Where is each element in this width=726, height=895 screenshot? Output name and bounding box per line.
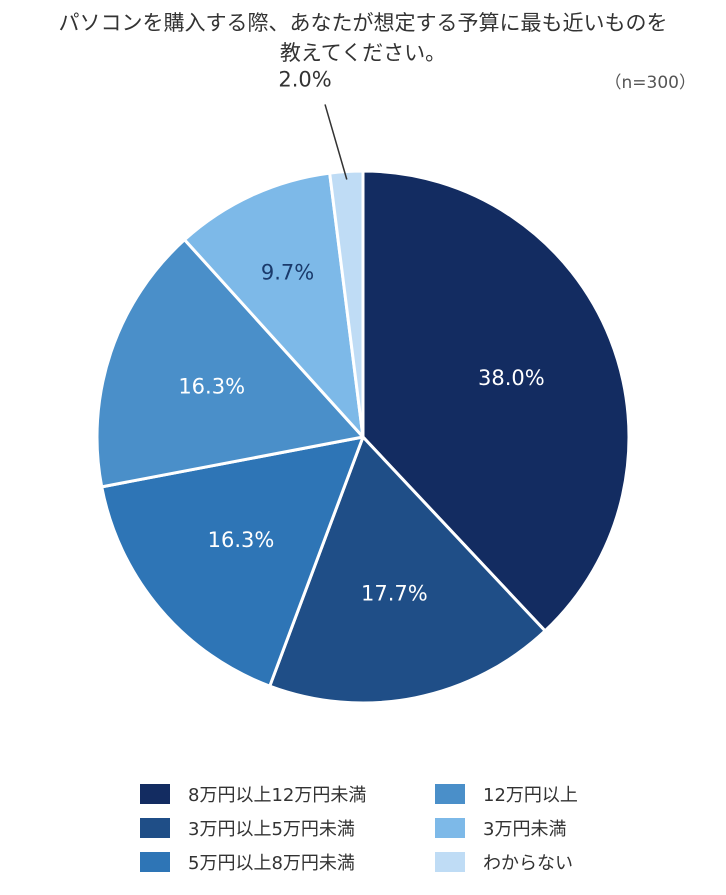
legend-label: 12万円以上 xyxy=(483,785,578,806)
pie-slice xyxy=(361,169,631,633)
chart-title-line2: 教えてください。 xyxy=(279,41,447,65)
legend-swatch xyxy=(140,818,170,838)
slice-label: 38.0% xyxy=(478,366,545,390)
slice-label: 16.3% xyxy=(208,528,275,552)
legend-item: 12万円以上 xyxy=(435,780,635,808)
legend-item: 3万円以上5万円未満 xyxy=(140,814,435,842)
legend-label: 5万円以上8万円未満 xyxy=(188,853,355,874)
legend-swatch xyxy=(435,818,465,838)
legend-label: わからない xyxy=(483,853,573,874)
legend-item: 8万円以上12万円未満 xyxy=(140,780,435,808)
legend-item: 3万円未満 xyxy=(435,814,635,842)
slice-label: 16.3% xyxy=(178,374,245,398)
chart-title-line1: パソコンを購入する際、あなたが想定する予算に最も近いものを xyxy=(58,11,668,35)
sample-size-note: （n=300） xyxy=(604,73,696,93)
slice-label: 17.7% xyxy=(361,581,428,605)
legend-swatch xyxy=(140,784,170,804)
slice-label: 2.0% xyxy=(278,67,331,91)
pie-slice xyxy=(95,238,365,489)
legend-item: 5万円以上8万円未満 xyxy=(140,848,435,876)
pie-slice xyxy=(100,435,365,688)
legend-label: 3万円未満 xyxy=(483,819,567,840)
legend-swatch xyxy=(435,784,465,804)
pie-chart: 38.0% 17.7% 16.3% 16.3% 9.7% 2.0% xyxy=(95,67,631,705)
legend-swatch xyxy=(435,852,465,872)
legend-label: 8万円以上12万円未満 xyxy=(188,785,367,806)
legend-label: 3万円以上5万円未満 xyxy=(188,819,355,840)
legend: 8万円以上12万円未満 12万円以上 3万円以上5万円未満 3万円未満 5万円以… xyxy=(140,780,635,876)
pie-slice xyxy=(183,171,365,439)
legend-swatch xyxy=(140,852,170,872)
slice-label: 9.7% xyxy=(261,261,314,285)
pie-slice xyxy=(328,169,365,439)
chart-title: パソコンを購入する際、あなたが想定する予算に最も近いものを 教えてください。 xyxy=(0,8,726,68)
leader-line xyxy=(324,104,348,180)
legend-item: わからない xyxy=(435,848,635,876)
